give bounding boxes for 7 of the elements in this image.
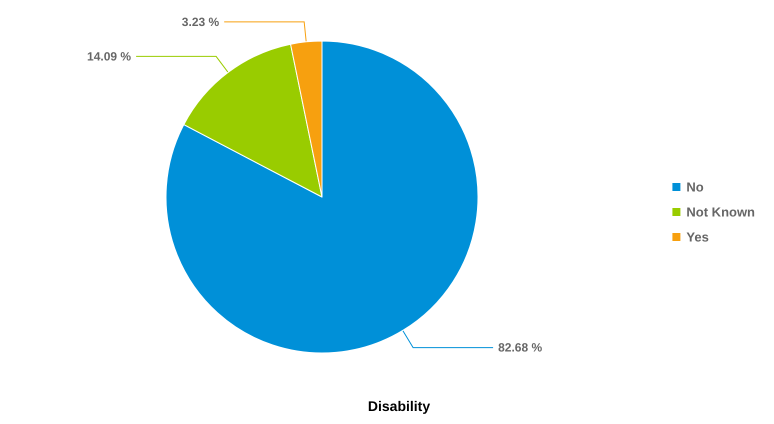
legend-label: Yes — [686, 230, 709, 244]
data-label: 14.09 % — [87, 49, 132, 64]
data-label: 82.68 % — [498, 340, 542, 355]
legend-label: No — [686, 180, 704, 194]
data-label: 3.23 % — [182, 14, 220, 29]
text: Disability — [368, 398, 430, 414]
legend-label: Not Known — [686, 204, 756, 220]
